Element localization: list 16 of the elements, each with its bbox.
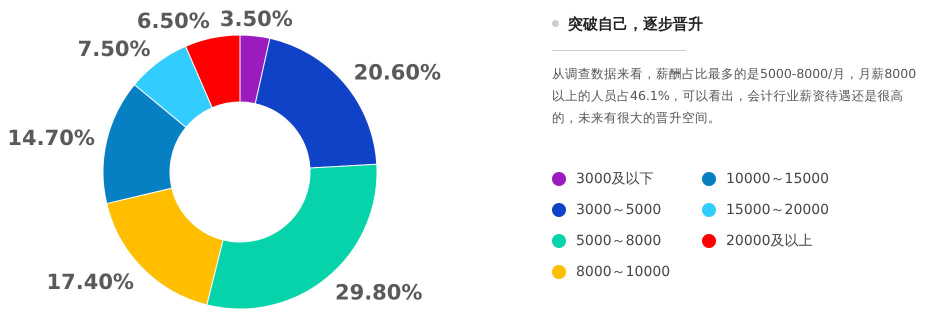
legend-label: 20000及以上 xyxy=(726,232,813,250)
data-label: 20.60% xyxy=(354,60,442,85)
legend-label: 15000～20000 xyxy=(726,200,830,218)
legend-label: 3000～5000 xyxy=(576,200,662,218)
text: 从调查数据来看，薪酬占比最多的是5000-8000/月，月薪8000以上的人员占46.1%，可以看出，会计行业薪资待遇还是很高的，未来有很大的晋升空间。 xyxy=(552,65,917,127)
data-label: 17.40% xyxy=(46,270,134,294)
data-label: 3.50% xyxy=(220,6,293,31)
data-label: 6.50% xyxy=(136,9,210,34)
data-label: 29.80% xyxy=(334,280,422,304)
legend-label: 5000～8000 xyxy=(576,232,662,250)
chart-title: 突破自己，逐步晋升 xyxy=(568,15,703,33)
legend-label: 3000及以下 xyxy=(576,170,654,188)
legend-label: 10000～15000 xyxy=(726,170,830,188)
legend-label: 8000～10000 xyxy=(576,262,670,280)
data-label: 7.50% xyxy=(78,37,151,62)
data-label: 14.70% xyxy=(7,126,95,150)
